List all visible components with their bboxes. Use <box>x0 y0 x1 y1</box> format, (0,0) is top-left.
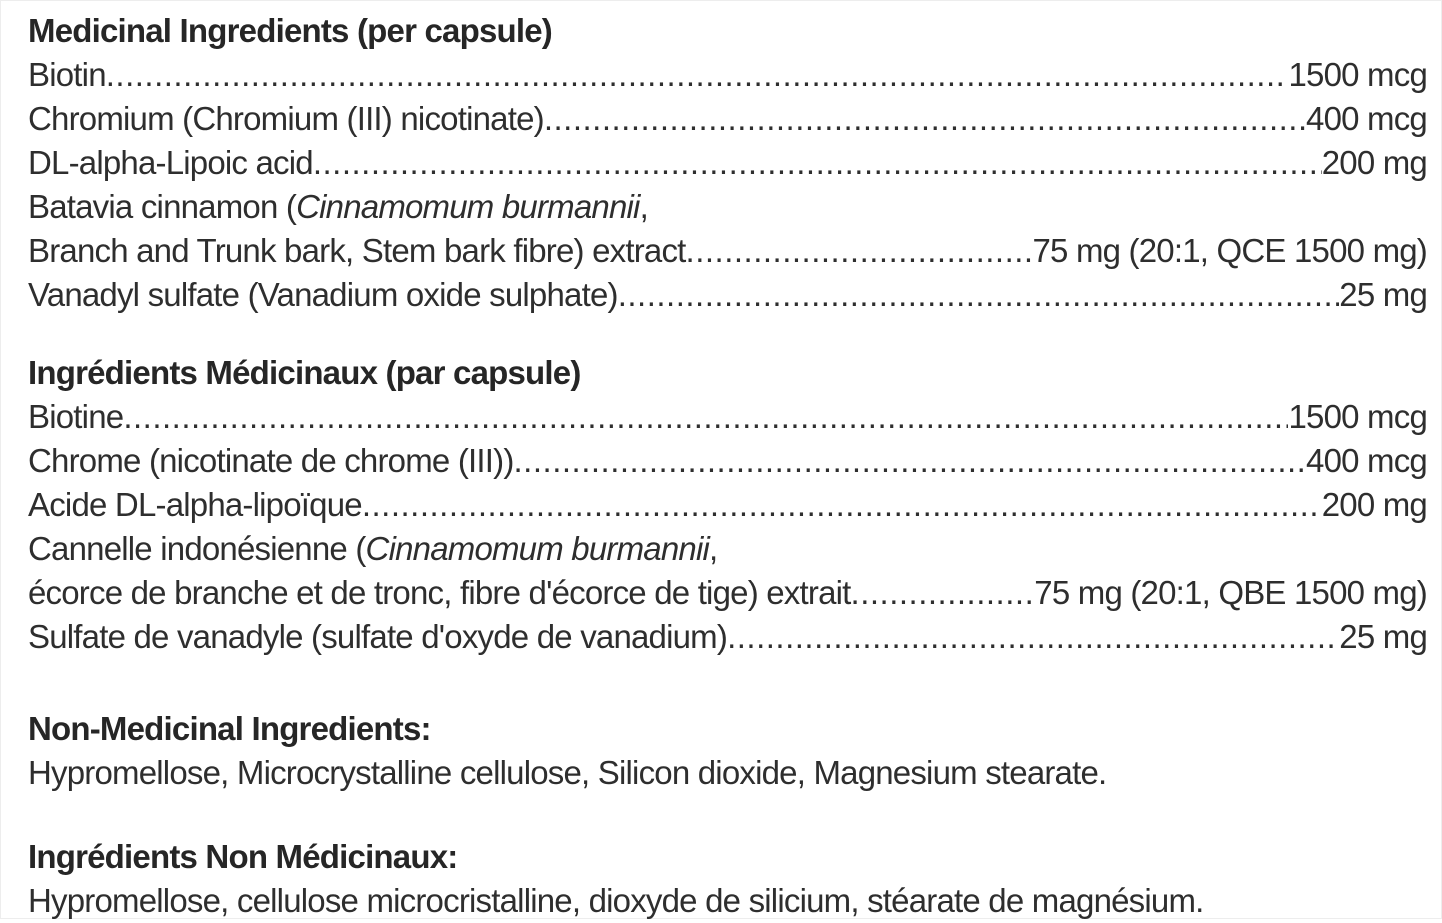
ingredient-row-acide-lipoique: Acide DL-alpha-lipoïque 200 mg <box>28 483 1428 527</box>
section-medicinal-en: Medicinal Ingredients (per capsule) Biot… <box>28 9 1428 317</box>
non-medicinal-list-fr: Hypromellose, cellulose microcristalline… <box>28 882 1204 919</box>
ingredient-value: 200 mg <box>1321 144 1428 181</box>
ingredient-value: 75 mg (20:1, QCE 1500 mg) <box>1032 232 1427 269</box>
dot-leader <box>544 97 1306 141</box>
ingredient-name: Sulfate de vanadyle (sulfate d'oxyde de … <box>28 618 728 655</box>
ingredient-row-cinnamon-line1: Batavia cinnamon (Cinnamomum burmannii, <box>28 185 1427 229</box>
section-non-medicinal-fr: Ingrédients Non Médicinaux: Hypromellose… <box>28 835 1427 923</box>
ingredient-row-biotin: Biotin 1500 mcg <box>28 53 1428 97</box>
ingredient-value: 25 mg <box>1339 618 1428 655</box>
ingredient-row-cannelle-line2: écorce de branche et de tronc, fibre d'é… <box>28 571 1428 615</box>
dot-leader <box>727 615 1339 659</box>
section-non-medicinal-en: Non-Medicinal Ingredients: Hypromellose,… <box>28 707 1427 795</box>
ingredient-latin-name: Cinnamomum burmannii <box>296 188 640 225</box>
ingredient-value: 1500 mcg <box>1288 56 1427 93</box>
section-heading-non-medicinal-en: Non-Medicinal Ingredients: <box>28 710 432 747</box>
dot-leader <box>362 483 1322 527</box>
section-medicinal-fr: Ingrédients Médicinaux (par capsule) Bio… <box>28 351 1428 659</box>
ingredient-name: DL-alpha-Lipoic acid <box>28 144 314 181</box>
dot-leader <box>851 571 1035 615</box>
ingredient-value: 400 mcg <box>1306 442 1428 479</box>
ingredient-name: Biotin <box>28 56 107 93</box>
ingredient-row-lipoic-acid: DL-alpha-Lipoic acid 200 mg <box>28 141 1428 185</box>
ingredient-row-chrome: Chrome (nicotinate de chrome (III)) 400 … <box>28 439 1428 483</box>
ingredient-value: 400 mcg <box>1306 100 1428 137</box>
non-medicinal-list-en: Hypromellose, Microcrystalline cellulose… <box>28 754 1107 791</box>
ingredient-name: Vanadyl sulfate (Vanadium oxide sulphate… <box>28 276 619 313</box>
dot-leader <box>313 141 1322 185</box>
ingredient-name: Biotine <box>28 398 124 435</box>
ingredient-name-suffix: , <box>639 188 649 225</box>
ingredient-row-sulfate-vanadyle: Sulfate de vanadyle (sulfate d'oxyde de … <box>28 615 1428 659</box>
ingredient-row-cinnamon-line2: Branch and Trunk bark, Stem bark fibre) … <box>28 229 1428 273</box>
ingredient-latin-name: Cinnamomum burmannii <box>365 530 710 567</box>
ingredient-name: écorce de branche et de tronc, fibre d'é… <box>28 574 851 611</box>
dot-leader <box>514 439 1307 483</box>
ingredient-name: Batavia cinnamon ( <box>28 188 297 225</box>
section-heading-non-medicinal-fr: Ingrédients Non Médicinaux: <box>28 838 458 875</box>
ingredient-row-cannelle-line1: Cannelle indonésienne (Cinnamomum burman… <box>28 527 1427 571</box>
ingredient-value: 1500 mcg <box>1288 398 1427 435</box>
ingredient-name: Branch and Trunk bark, Stem bark fibre) … <box>28 232 686 269</box>
dot-leader <box>686 229 1033 273</box>
section-heading-medicinal-fr: Ingrédients Médicinaux (par capsule) <box>28 354 581 391</box>
dot-leader <box>106 53 1289 97</box>
ingredient-row-chromium: Chromium (Chromium (III) nicotinate) 400… <box>28 97 1428 141</box>
ingredient-value: 75 mg (20:1, QBE 1500 mg) <box>1034 574 1428 611</box>
dot-leader <box>123 395 1288 439</box>
ingredient-name: Chrome (nicotinate de chrome (III)) <box>28 442 514 479</box>
ingredient-name: Chromium (Chromium (III) nicotinate) <box>28 100 545 137</box>
ingredient-value: 200 mg <box>1321 486 1428 523</box>
dot-leader <box>618 273 1340 317</box>
ingredient-row-vanadyl: Vanadyl sulfate (Vanadium oxide sulphate… <box>28 273 1428 317</box>
ingredient-row-biotine: Biotine 1500 mcg <box>28 395 1428 439</box>
section-heading-medicinal-en: Medicinal Ingredients (per capsule) <box>28 12 553 49</box>
ingredient-name: Acide DL-alpha-lipoïque <box>28 486 363 523</box>
ingredient-value: 25 mg <box>1339 276 1428 313</box>
ingredient-name-suffix: , <box>709 530 718 567</box>
ingredient-name: Cannelle indonésienne ( <box>28 530 366 567</box>
